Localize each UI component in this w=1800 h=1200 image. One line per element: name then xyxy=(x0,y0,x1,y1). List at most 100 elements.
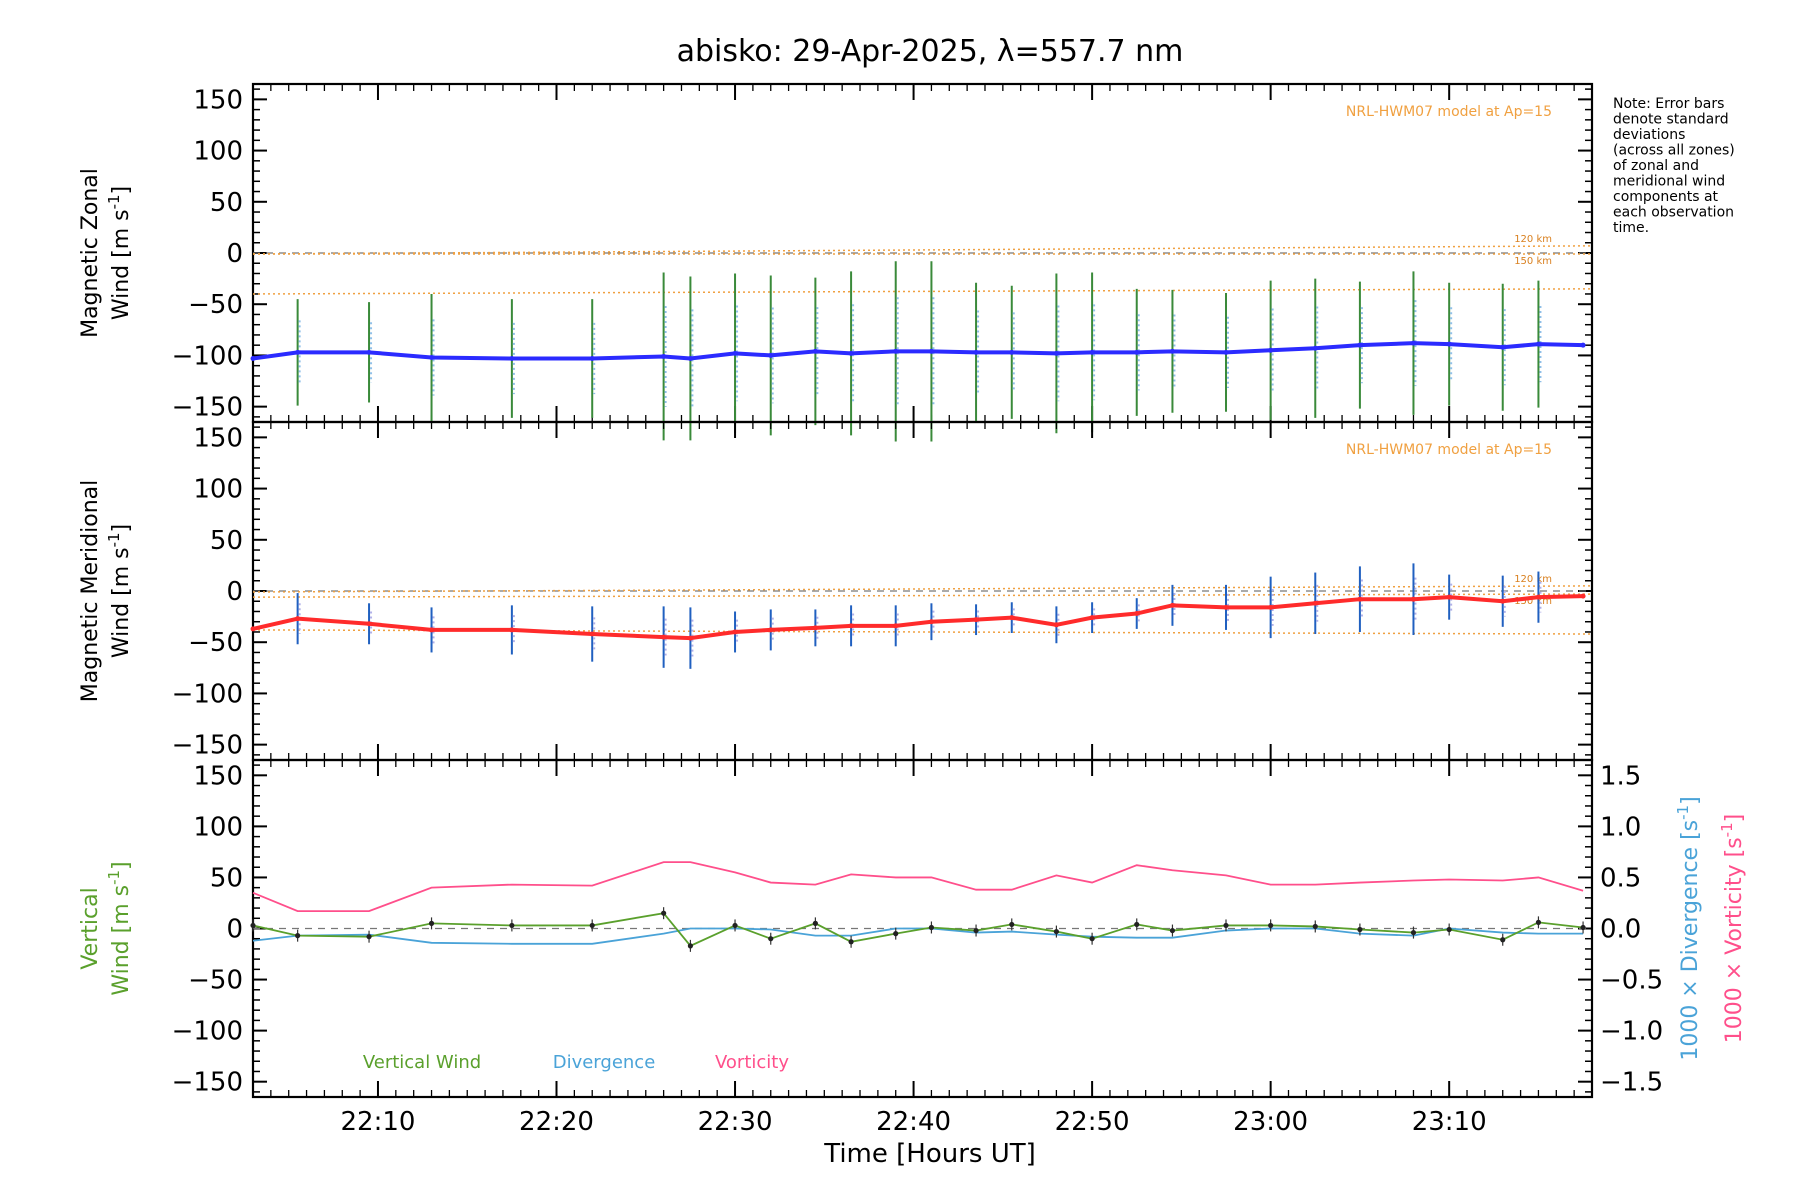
note-line: denote standard xyxy=(1613,112,1729,128)
data-point xyxy=(893,623,899,629)
y2-tick-label: 1.0 xyxy=(1600,812,1641,842)
model-line-lower xyxy=(252,288,1593,295)
data-point xyxy=(589,355,595,361)
data-point xyxy=(1535,919,1542,925)
data-point xyxy=(812,920,818,926)
data-point xyxy=(250,922,256,929)
data-point xyxy=(1134,921,1140,928)
data-point xyxy=(1134,611,1140,617)
y-axis-label-line1: Vertical xyxy=(78,887,103,969)
y-label-text: Wind [m s xyxy=(109,209,134,320)
data-point xyxy=(661,634,667,640)
data-point xyxy=(1357,926,1363,933)
y-tick-label: −150 xyxy=(172,1068,243,1098)
data-point xyxy=(429,354,435,360)
y2-label-superscript: -1 xyxy=(1674,805,1692,820)
y-tick-label: 50 xyxy=(210,863,243,893)
data-point xyxy=(1089,615,1095,621)
model-line-150km xyxy=(252,593,1593,598)
data-point xyxy=(1446,594,1452,600)
y-tick-label: 100 xyxy=(193,137,243,167)
data-point xyxy=(1053,928,1059,935)
series-line-vorticity xyxy=(252,861,1584,913)
note-line: (across all zones) xyxy=(1613,143,1735,159)
data-point xyxy=(1169,927,1176,934)
note-line: of zonal and xyxy=(1613,158,1699,174)
data-point xyxy=(1446,341,1452,347)
data-point xyxy=(1009,615,1015,621)
data-point xyxy=(812,348,818,354)
data-point xyxy=(1268,347,1274,353)
data-point xyxy=(1446,926,1452,933)
data-point xyxy=(928,619,934,625)
data-point xyxy=(589,631,595,637)
y-label-text: Wind [m s xyxy=(109,885,134,996)
y-axis-label-line1: Magnetic Zonal xyxy=(78,168,103,338)
x-tick-label: 23:00 xyxy=(1233,1107,1308,1137)
y-axis-label-line2: Wind [m s-1] xyxy=(105,524,134,658)
y-label-close: ] xyxy=(109,524,134,533)
data-point xyxy=(687,355,693,361)
x-tick-label: 23:10 xyxy=(1412,1107,1487,1137)
y-tick-label: 50 xyxy=(210,526,243,556)
model-label: NRL-HWM07 model at Ap=15 xyxy=(1346,104,1552,120)
data-point xyxy=(1410,596,1416,602)
chart-title: abisko: 29-Apr-2025, λ=557.7 nm xyxy=(677,34,1184,69)
meridional-wind-panel: 150 100 50 0 −50 −100 −150 Magnetic Meridional W… xyxy=(78,420,1594,762)
data-point xyxy=(1580,342,1586,348)
data-point xyxy=(928,924,935,931)
y2-tick-label: −1.0 xyxy=(1600,1017,1663,1047)
y-tick-label: 150 xyxy=(193,85,243,115)
y-tick-label: −100 xyxy=(172,1017,243,1047)
y-tick-label: −150 xyxy=(172,731,243,761)
y-tick-label: 0 xyxy=(226,577,243,607)
note-line: deviations xyxy=(1613,127,1685,143)
data-point xyxy=(1500,598,1506,604)
y2-label-superscript: -1 xyxy=(1718,822,1736,837)
zonal-wind-panel: 150 100 50 0 −50 −100 −150 Magnetic Zonal Wind [… xyxy=(78,82,1594,442)
data-point xyxy=(1169,602,1175,608)
x-axis-label: Time [Hours UT] xyxy=(823,1139,1036,1169)
y2-tick-label: −1.5 xyxy=(1600,1068,1663,1098)
data-point xyxy=(893,348,899,354)
data-point xyxy=(732,350,738,356)
data-point xyxy=(1089,936,1095,942)
y-tick-label: 100 xyxy=(193,812,243,842)
y-label-close: ] xyxy=(109,861,134,870)
y-axis-label-line2: Wind [m s-1] xyxy=(105,186,134,320)
y-label-superscript: -1 xyxy=(105,532,123,547)
data-point xyxy=(661,910,667,916)
model-label: NRL-HWM07 model at Ap=15 xyxy=(1346,442,1552,458)
y-tick-label: −100 xyxy=(172,341,243,371)
data-point xyxy=(366,349,372,355)
y-axis-label-line1: Magnetic Meridional xyxy=(78,480,103,702)
data-point xyxy=(1268,604,1274,610)
data-point xyxy=(1500,937,1506,943)
data-point xyxy=(848,939,854,945)
data-point xyxy=(973,617,979,623)
y-label-text: Wind [m s xyxy=(109,547,134,658)
y-label-superscript: -1 xyxy=(105,194,123,209)
data-point xyxy=(973,927,979,934)
data-point xyxy=(848,623,854,629)
x-tick-label: 22:40 xyxy=(876,1107,951,1137)
model-line-lower xyxy=(252,629,1593,635)
data-point xyxy=(509,627,515,633)
x-tick-label: 22:10 xyxy=(341,1107,416,1137)
legend-item: Divergence xyxy=(553,1052,656,1073)
data-point xyxy=(1580,593,1586,599)
data-point xyxy=(1268,922,1274,929)
data-point xyxy=(893,931,899,937)
x-tick-label: 22:20 xyxy=(519,1107,594,1137)
y-tick-label: −150 xyxy=(172,393,243,423)
data-point xyxy=(429,627,435,633)
data-point xyxy=(687,635,693,641)
data-point xyxy=(768,352,774,358)
data-point xyxy=(1535,341,1541,347)
note-line: components at xyxy=(1613,189,1719,205)
data-point xyxy=(1223,922,1229,929)
vorticity-axis-label: 1000 × Vorticity [s-1] xyxy=(1718,814,1747,1043)
